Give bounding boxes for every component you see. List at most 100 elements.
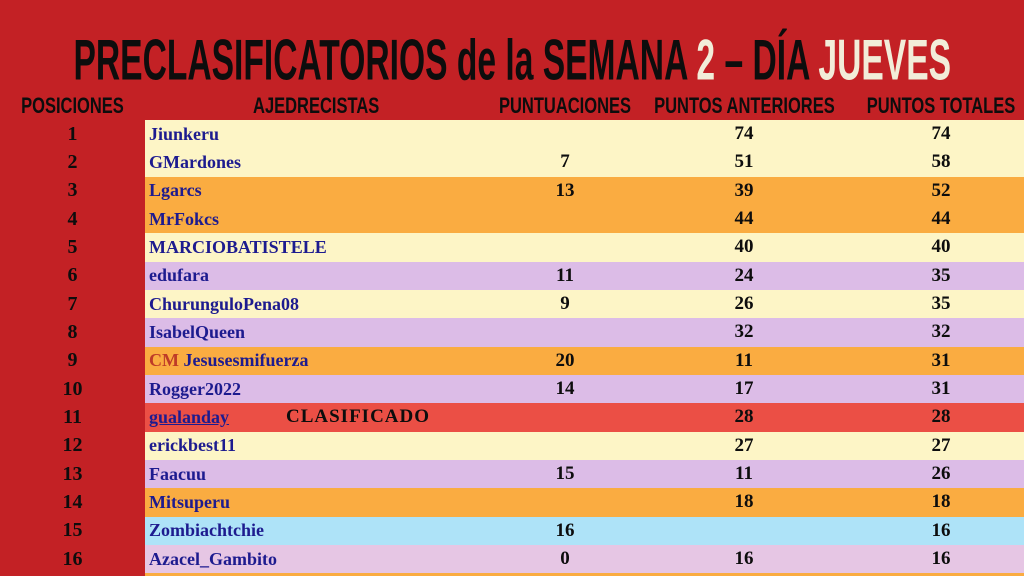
puntos-totales-cell: 32 — [931, 321, 951, 343]
position-cell: 12 — [62, 434, 83, 457]
column-header-ajedrecistas: AJEDRECISTAS — [146, 93, 486, 118]
row-background — [145, 120, 1024, 149]
puntos-anteriores-cell: 26 — [734, 293, 754, 315]
puntos-anteriores-cell: 18 — [734, 491, 754, 513]
puntos-totales-cell: 35 — [931, 293, 951, 315]
puntos-totales-cell: 18 — [931, 491, 951, 513]
row-background — [145, 544, 1024, 574]
table-row: 6 edufara 11 24 35 — [0, 261, 1024, 290]
puntuaciones-cell: 14 — [555, 378, 575, 400]
player-name[interactable]: gualanday — [149, 406, 230, 427]
puntos-anteriores-cell: 39 — [734, 179, 754, 201]
row-background — [145, 374, 1024, 404]
table-row: 15 Zombiachtchie 16 16 — [0, 516, 1024, 545]
puntos-anteriores-cell — [639, 517, 849, 545]
position-cell: 9 — [67, 349, 78, 372]
puntuaciones-cell — [465, 488, 665, 516]
position-cell: 11 — [63, 405, 82, 428]
player-name-cell: Faacuu — [149, 460, 206, 488]
position-cell: 14 — [62, 490, 83, 513]
column-header-puntuaciones-label: PUNTUACIONES — [498, 93, 631, 118]
player-name: IsabelQueen — [149, 321, 246, 342]
table-row: 12 erickbest11 27 27 — [0, 431, 1024, 460]
player-name-cell: Azacel_Gambito — [149, 545, 277, 573]
puntuaciones-cell — [465, 403, 665, 431]
row-background — [145, 289, 1024, 319]
column-header-puntuaciones: PUNTUACIONES — [465, 93, 665, 118]
page-title: PRECLASIFICATORIOS de la SEMANA 2 – DÍA … — [0, 26, 1024, 92]
row-background — [145, 318, 1024, 347]
row-background — [145, 261, 1024, 290]
puntos-anteriores-cell: 17 — [734, 378, 754, 400]
table-row: 13 Faacuu 15 11 26 — [0, 459, 1024, 489]
row-background — [145, 459, 1024, 489]
row-background — [145, 233, 1024, 262]
column-header-posiciones: POSICIONES — [0, 93, 145, 118]
row-background — [145, 204, 1024, 234]
player-name-cell: Mitsuperu — [149, 488, 230, 516]
player-name-cell: Zombiachtchie — [149, 517, 264, 545]
puntos-anteriores-cell: 32 — [734, 321, 754, 343]
table-row: 1 Jiunkeru 74 74 — [0, 120, 1024, 149]
position-cell: 3 — [67, 179, 78, 202]
player-name: GMardones — [149, 151, 241, 172]
position-cell: 13 — [62, 462, 83, 485]
player-name: Zombiachtchie — [149, 520, 264, 541]
clasificado-badge: CLASIFICADO — [286, 406, 431, 428]
puntos-anteriores-cell: 27 — [734, 434, 754, 456]
position-cell: 6 — [67, 264, 78, 287]
position-cell: 7 — [67, 292, 78, 315]
column-header-puntos-anteriores-label: PUNTOS ANTERIORES — [653, 93, 835, 118]
puntuaciones-cell: 15 — [555, 463, 575, 485]
puntuaciones-cell: 9 — [560, 293, 570, 315]
puntos-totales-cell: 44 — [931, 208, 951, 230]
puntuaciones-cell — [465, 120, 665, 148]
player-name: ChurunguloPena08 — [149, 293, 300, 314]
puntos-totales-cell: 31 — [931, 378, 951, 400]
player-name: MrFokcs — [149, 208, 219, 229]
standings-table: 1 Jiunkeru 74 74 2 GMardones 7 51 58 3 L… — [0, 120, 1024, 574]
puntos-totales-cell: 28 — [931, 406, 951, 428]
puntuaciones-cell: 20 — [555, 349, 575, 371]
player-name-cell: ChurunguloPena08 — [149, 290, 299, 318]
table-row: 5 MARCIOBATISTELE 40 40 — [0, 233, 1024, 262]
puntuaciones-cell: 16 — [555, 519, 575, 541]
column-header-puntos-totales-label: PUNTOS TOTALES — [866, 93, 1016, 118]
puntos-anteriores-cell: 74 — [734, 123, 754, 145]
player-name: MARCIOBATISTELE — [149, 236, 327, 257]
column-header-puntos-anteriores: PUNTOS ANTERIORES — [639, 93, 849, 118]
row-background — [145, 488, 1024, 517]
player-name-cell: Jiunkeru — [149, 120, 219, 148]
table-row: 14 Mitsuperu 18 18 — [0, 488, 1024, 517]
title-dia: – DÍA — [714, 26, 819, 92]
position-cell: 2 — [67, 150, 78, 173]
table-row: 10 Rogger2022 14 17 31 — [0, 374, 1024, 404]
player-name-cell: MARCIOBATISTELE — [149, 233, 327, 261]
puntuaciones-cell: 7 — [560, 151, 570, 173]
row-background — [145, 346, 1024, 375]
position-cell: 5 — [67, 235, 78, 258]
puntuaciones-cell — [465, 233, 665, 261]
player-name-cell: Rogger2022 — [149, 375, 241, 403]
puntos-anteriores-cell: 16 — [734, 548, 754, 570]
player-name: edufara — [149, 265, 209, 286]
table-row: 3 Lgarcs 13 39 52 — [0, 176, 1024, 205]
puntuaciones-cell: 11 — [556, 264, 574, 286]
column-header-posiciones-label: POSICIONES — [21, 93, 124, 118]
puntuaciones-cell — [465, 205, 665, 233]
player-name: Lgarcs — [149, 180, 202, 201]
position-cell: 1 — [67, 122, 78, 145]
row-background — [145, 148, 1024, 177]
player-name-cell: GMardones — [149, 148, 241, 176]
puntos-totales-cell: 16 — [931, 519, 951, 541]
player-name: Jesusesmifuerza — [183, 350, 309, 371]
puntuaciones-cell: 13 — [555, 179, 575, 201]
table-row: 4 MrFokcs 44 44 — [0, 204, 1024, 234]
puntos-totales-cell: 40 — [931, 236, 951, 258]
title-day-name: JUEVES — [818, 26, 951, 92]
puntos-totales-cell: 52 — [931, 179, 951, 201]
puntos-anteriores-cell: 11 — [735, 463, 753, 485]
puntos-totales-cell: 27 — [931, 434, 951, 456]
column-header-ajedrecistas-label: AJEDRECISTAS — [252, 93, 380, 118]
